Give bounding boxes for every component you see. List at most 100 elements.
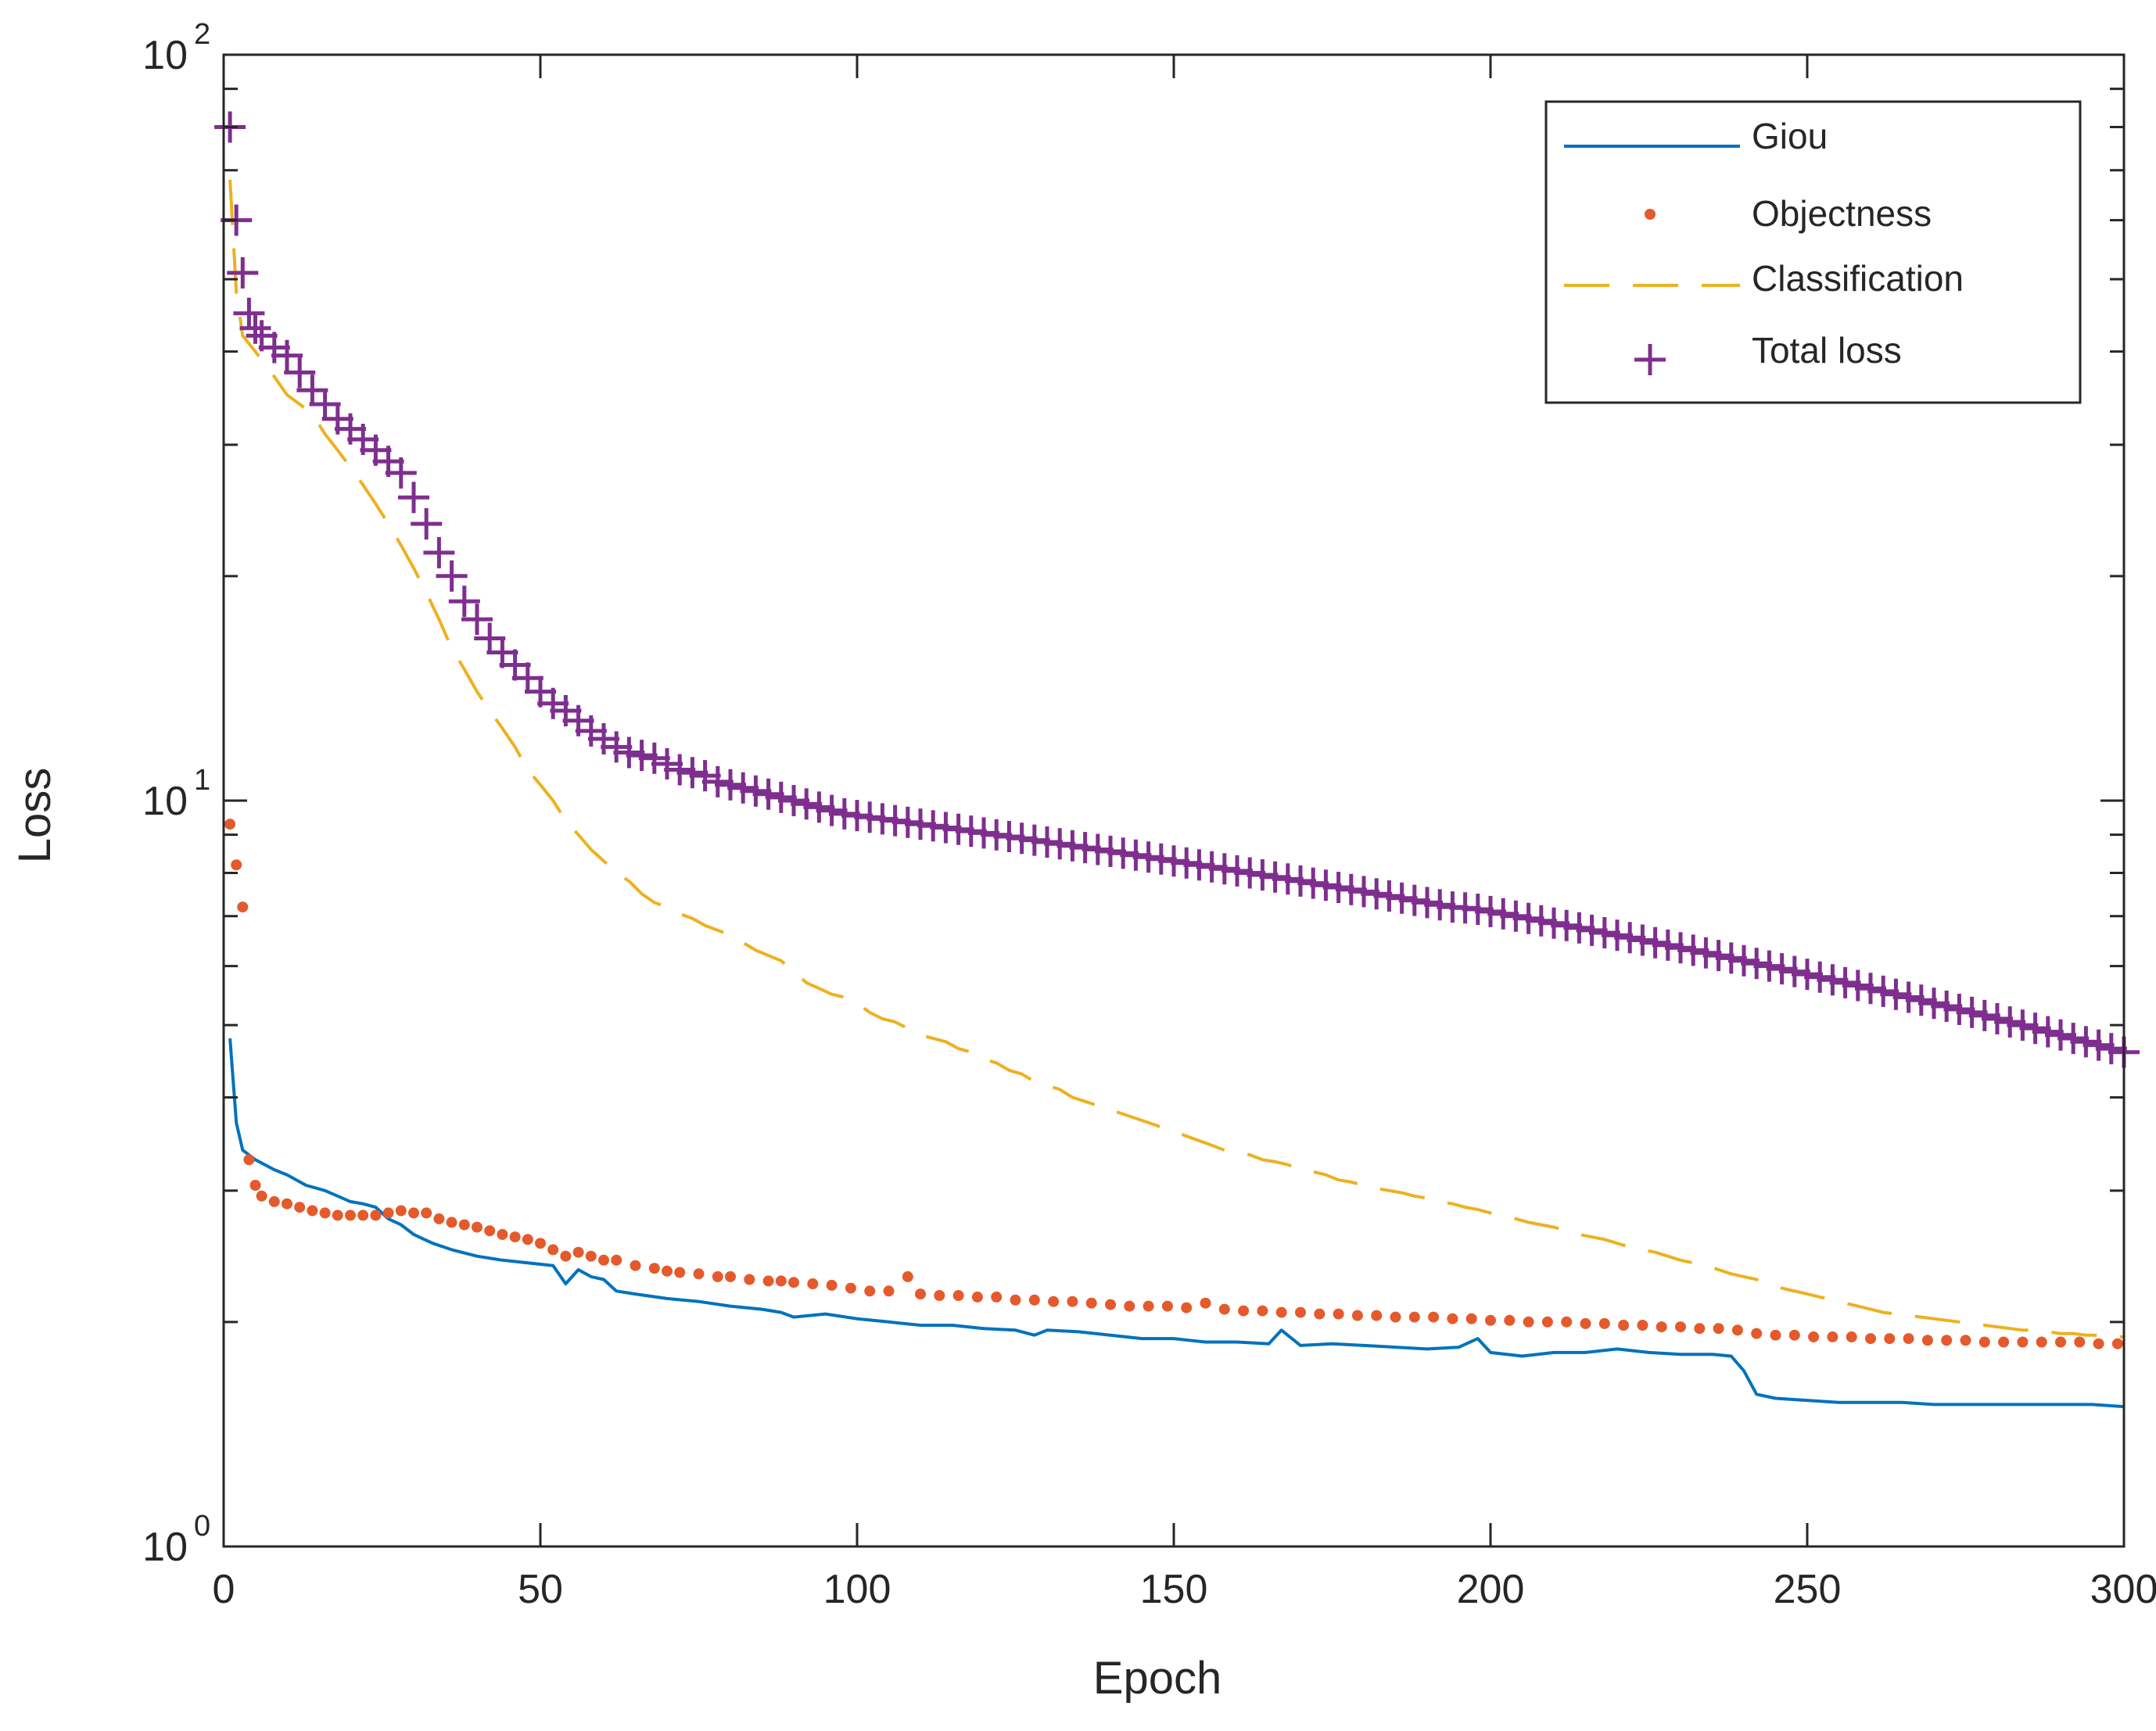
total-loss-point — [1373, 880, 1405, 912]
objectness-point — [1124, 1300, 1135, 1312]
total-loss-point — [1398, 884, 1430, 916]
classification-line — [228, 179, 2124, 1339]
objectness-point — [1238, 1305, 1250, 1317]
objectness-point — [395, 1205, 407, 1217]
total-loss-point — [1741, 948, 1773, 980]
total-loss-point — [233, 297, 265, 329]
total-loss-point — [423, 536, 455, 568]
objectness-point — [1408, 1311, 1420, 1323]
x-tick-label: 50 — [518, 1567, 563, 1612]
total-loss-point — [689, 760, 721, 792]
objectness-point — [775, 1275, 787, 1287]
objectness-point — [560, 1250, 572, 1262]
total-loss-point — [2032, 1016, 2064, 1048]
objectness-point — [585, 1250, 597, 1262]
total-loss-point — [1259, 861, 1291, 893]
objectness-point — [1921, 1335, 1933, 1346]
total-loss-point — [1792, 959, 1823, 991]
objectness-point — [472, 1221, 482, 1233]
total-loss-point — [1221, 855, 1253, 887]
total-loss-point — [1602, 919, 1633, 952]
objectness-point — [224, 819, 236, 830]
total-loss-point — [701, 765, 734, 797]
objectness-point — [256, 1190, 267, 1202]
total-loss-point — [436, 560, 468, 592]
total-loss-point — [1247, 859, 1279, 891]
objectness-point — [991, 1291, 1003, 1303]
objectness-point — [1637, 1320, 1648, 1331]
objectness-point — [522, 1234, 533, 1245]
objectness-point — [674, 1267, 686, 1278]
total-loss-point — [715, 769, 746, 801]
objectness-point — [915, 1288, 926, 1300]
legend-box — [1544, 100, 2082, 404]
total-loss-point — [816, 794, 848, 826]
objectness-point — [345, 1210, 356, 1221]
objectness-point — [826, 1279, 838, 1291]
y-tick-label: 10 — [142, 779, 188, 824]
objectness-point — [1656, 1321, 1667, 1333]
objectness-point — [1561, 1316, 1573, 1328]
total-loss-point — [1842, 969, 1874, 1002]
total-loss-point — [1994, 1006, 2026, 1038]
total-loss-point — [1285, 865, 1316, 897]
total-loss-point — [1627, 924, 1659, 956]
total-loss-point — [1943, 994, 1975, 1025]
objectness-point — [1827, 1331, 1839, 1342]
objectness-point — [1200, 1297, 1211, 1309]
total-loss-point — [1462, 894, 1494, 925]
total-loss-point — [1588, 917, 1620, 948]
objectness-point — [282, 1198, 292, 1210]
total-loss-point — [227, 257, 259, 288]
total-loss-point — [1690, 937, 1722, 969]
objectness-point — [294, 1202, 306, 1213]
y-axis-title: Loss — [9, 768, 60, 864]
objectness-point — [1351, 1310, 1363, 1321]
objectness-point — [952, 1290, 964, 1301]
tick-layer: 10 010 110 20 50 100 150 200 250 300 — [142, 18, 2156, 1612]
series-objectness — [224, 819, 2123, 1349]
objectness-point — [1314, 1308, 1326, 1320]
total-loss-point — [588, 723, 619, 754]
x-tick-label: 100 — [823, 1567, 891, 1612]
total-loss-point — [2007, 1009, 2039, 1041]
total-loss-point — [1361, 878, 1393, 910]
total-loss-point — [1817, 964, 1849, 996]
objectness-point — [319, 1207, 331, 1219]
total-loss-point — [1563, 912, 1595, 944]
total-loss-point — [1931, 991, 1963, 1022]
objectness-point — [249, 1180, 261, 1191]
objectness-point — [1675, 1321, 1686, 1333]
objectness-point — [1371, 1310, 1383, 1321]
total-loss-point — [2095, 1033, 2127, 1065]
objectness-point — [382, 1207, 394, 1219]
total-loss-point — [1804, 961, 1836, 993]
total-loss-point — [537, 687, 569, 719]
objectness-point — [934, 1290, 945, 1301]
objectness-point — [807, 1278, 819, 1289]
total-loss-point — [740, 775, 772, 807]
objectness-point — [1884, 1333, 1896, 1345]
objectness-point — [1485, 1314, 1496, 1326]
total-loss-point — [1829, 966, 1861, 998]
objectness-point — [1161, 1300, 1173, 1312]
objectness-point — [1504, 1314, 1516, 1326]
total-loss-point — [284, 357, 316, 389]
total-loss-point — [296, 375, 328, 407]
total-loss-point — [727, 772, 759, 804]
legend-label-objectness: Objectness — [1752, 193, 1932, 234]
objectness-point — [433, 1213, 445, 1224]
objectness-point — [370, 1210, 382, 1221]
total-loss-point — [1386, 882, 1418, 914]
objectness-point — [1865, 1333, 1876, 1345]
legend: Giou Objectness Classification Total los… — [1544, 100, 2082, 404]
total-loss-point — [1272, 863, 1304, 895]
objectness-point — [1010, 1294, 1021, 1306]
total-loss-point — [664, 754, 696, 786]
total-loss-point — [1614, 922, 1646, 954]
x-axis-title: Epoch — [1093, 1653, 1221, 1704]
objectness-point — [484, 1225, 496, 1237]
objectness-point — [446, 1217, 457, 1228]
objectness-point — [1085, 1297, 1097, 1309]
objectness-point — [845, 1282, 856, 1294]
